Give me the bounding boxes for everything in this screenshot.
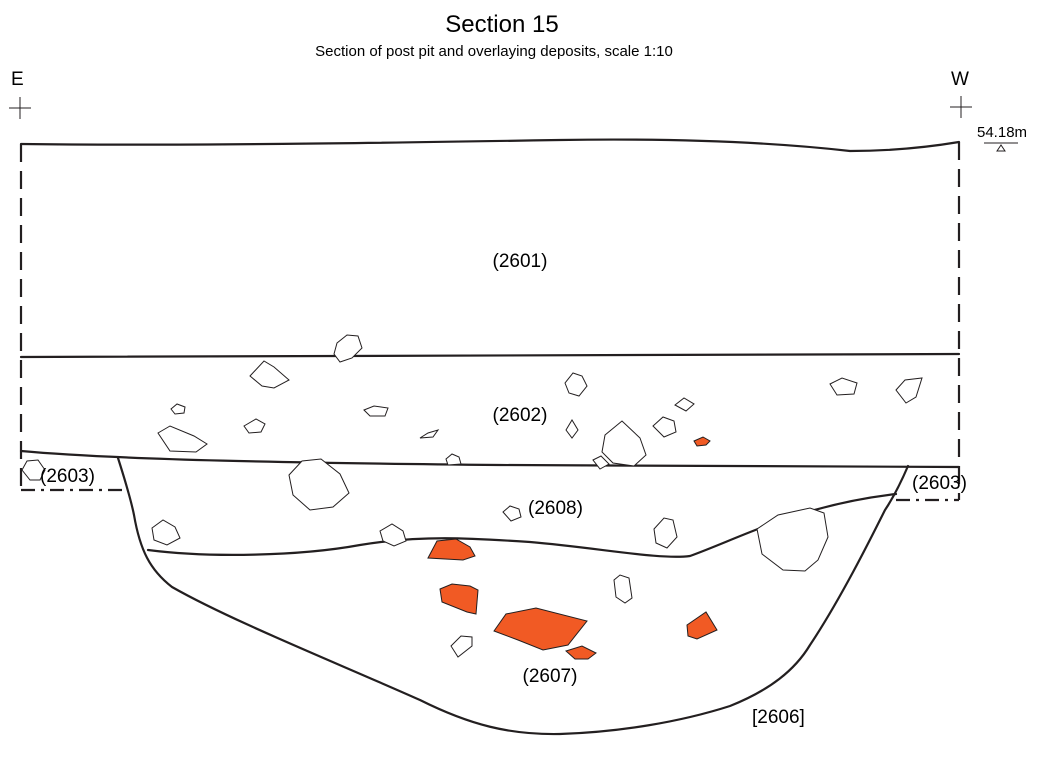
stone [170,403,186,415]
stone [249,360,290,389]
stone [21,459,46,481]
left-grid-cross-icon [9,97,31,119]
stone [652,416,677,438]
stone [613,574,633,604]
interface-2602-lower [19,449,961,469]
drawing-title: Section 15 [445,11,558,38]
interface-2608-2607 [146,492,898,558]
stone [895,377,923,404]
burnt-clay-fragment [493,607,588,651]
context-2607-label: (2607) [523,666,578,687]
stone [829,377,858,396]
stone [379,523,407,547]
burnt-clay-fragment [565,645,597,660]
stone [333,334,363,363]
stone [419,429,440,439]
burnt-clay-fragment [686,611,718,640]
cut-2606-outline [116,456,910,736]
context-2603-left-label: (2603) [40,466,95,487]
orientation-west-label: W [951,69,969,90]
stone [653,517,678,549]
interface-2601-2602 [19,352,961,359]
ground-surface-line [19,138,961,153]
stone [445,453,462,466]
orientation-east-label: E [11,69,24,90]
cut-2606-label: [2606] [752,707,805,728]
stone [450,635,473,658]
context-2602-label: (2602) [493,405,548,426]
burnt-clay-fragment [693,436,711,447]
context-2603-right-label: (2603) [912,473,967,494]
stone [151,519,181,546]
datum-level-label: 54.18m [977,124,1027,141]
stone [674,397,695,412]
stone [756,507,829,572]
burnt-clay-fragment [439,583,479,615]
context-2601-label: (2601) [493,251,548,272]
stone [288,458,350,511]
stone [601,420,647,467]
datum-triangle-icon [984,142,1018,152]
burnt-clay-fragment [427,538,476,561]
stone [157,425,208,453]
stone [564,372,588,397]
right-grid-cross-icon [950,96,972,118]
stone [565,419,579,439]
stone [243,418,266,434]
stone [592,455,610,470]
stone [502,505,522,522]
context-2608-label: (2608) [528,498,583,519]
stone [363,405,389,417]
drawing-subtitle: Section of post pit and overlaying depos… [315,43,673,60]
